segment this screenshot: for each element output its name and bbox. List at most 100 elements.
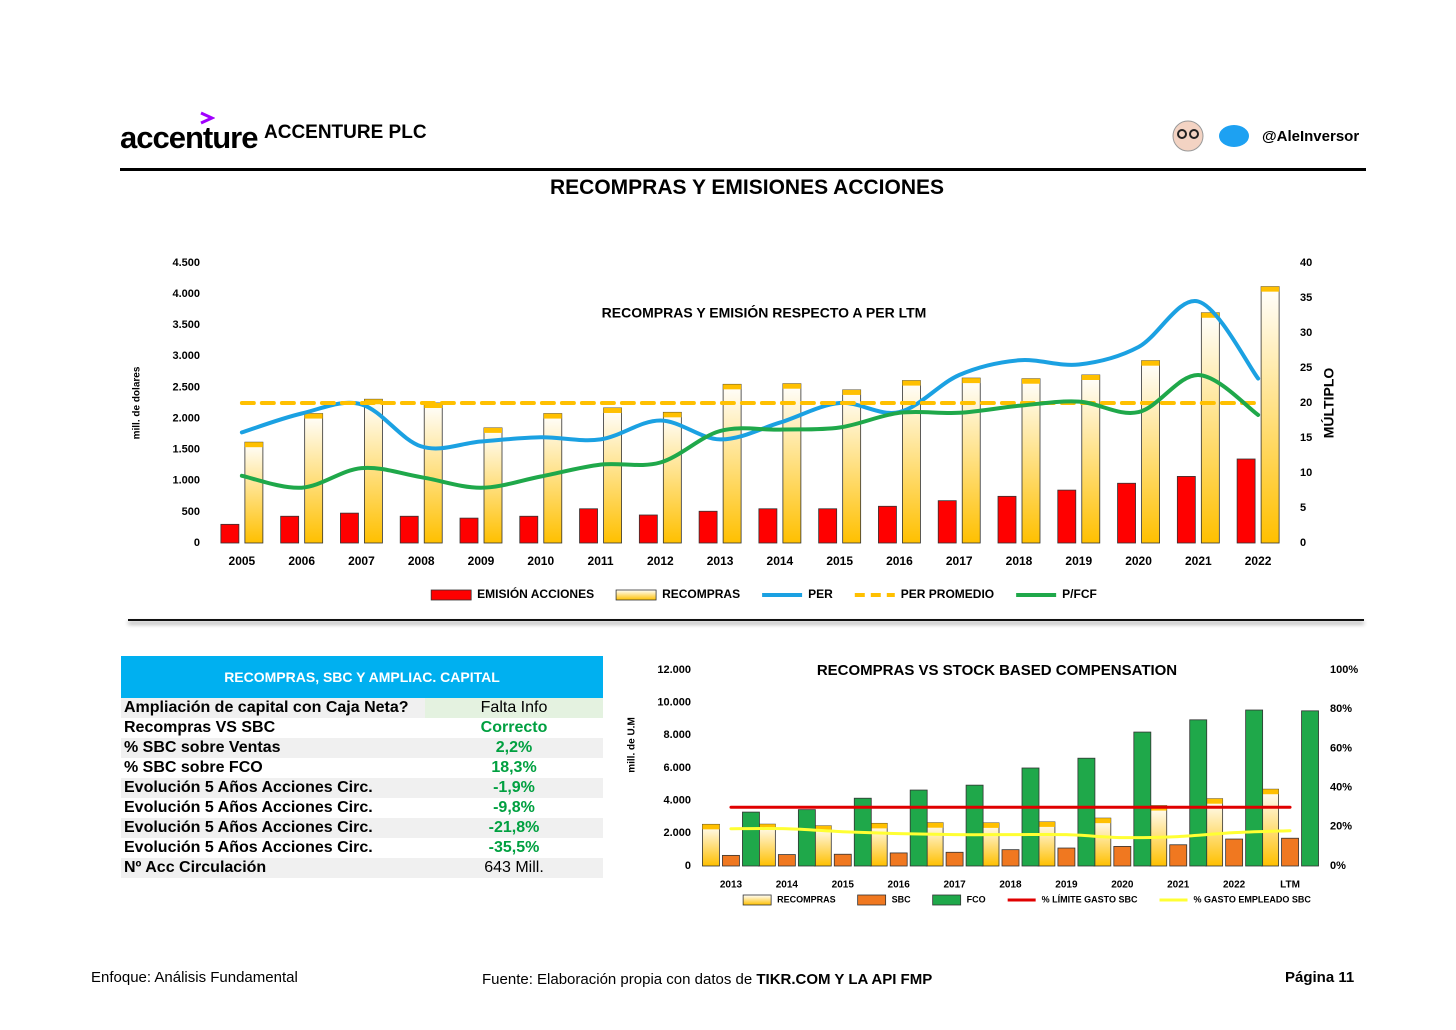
- legend-label: PER PROMEDIO: [901, 587, 994, 601]
- legend-swatch: [742, 894, 772, 906]
- row-label: Evolución 5 Años Acciones Circ.: [124, 799, 373, 816]
- y-tick-label: 0: [685, 860, 691, 872]
- bar: [340, 512, 359, 544]
- bar: [1281, 837, 1299, 867]
- bar: [742, 811, 760, 867]
- bar-cap: [1081, 375, 1100, 380]
- row-value: Correcto: [480, 719, 548, 736]
- bar: [1189, 719, 1208, 867]
- x-tick-label: 2007: [348, 554, 375, 568]
- bar: [758, 508, 778, 544]
- bar-cap: [543, 413, 562, 419]
- table-row: Evolución 5 Años Acciones Circ. -35,5%: [121, 838, 603, 858]
- table-row: Evolución 5 Años Acciones Circ. -9,8%: [121, 798, 603, 818]
- bar-cap: [663, 412, 682, 418]
- bar: [1077, 757, 1096, 867]
- row-label: Evolución 5 Años Acciones Circ.: [124, 839, 373, 856]
- bar-cap: [304, 413, 323, 419]
- y-tick-label: 10.000: [657, 697, 691, 709]
- summary-table: RECOMPRAS, SBC Y AMPLIAC. CAPITAL Ampliac…: [121, 656, 603, 878]
- y2-tick-label: 30: [1300, 327, 1312, 339]
- x-tick-label: 2017: [946, 554, 973, 568]
- bar: [364, 398, 383, 544]
- legend-label: % LÍMITE GASTO SBC: [1042, 894, 1138, 904]
- legend-label: RECOMPRAS: [662, 587, 740, 601]
- y2-tick-label: 60%: [1330, 742, 1352, 754]
- row-value: -9,8%: [493, 799, 535, 816]
- y2-tick-label: 20: [1300, 397, 1312, 409]
- bar: [981, 822, 1000, 867]
- row-value: -1,9%: [425, 778, 603, 798]
- table-row: Evolución 5 Años Acciones Circ. -1,9%: [121, 778, 603, 798]
- handle: @AleInversor: [1262, 128, 1360, 145]
- bar: [702, 823, 720, 867]
- bar: [965, 784, 984, 867]
- bar-cap: [484, 427, 502, 433]
- bar: [519, 515, 539, 544]
- y2-tick-label: 100%: [1330, 664, 1358, 676]
- bar: [1260, 286, 1280, 544]
- bar: [937, 500, 957, 544]
- bar: [1169, 844, 1188, 867]
- x-tick-label: 2014: [767, 554, 794, 568]
- x-tick-label: 2014: [776, 880, 799, 891]
- bar-cap: [1037, 821, 1055, 827]
- y-tick-label: 12.000: [657, 664, 691, 676]
- legend-label: P/FCF: [1062, 587, 1097, 601]
- bar: [638, 514, 658, 544]
- bar: [280, 515, 300, 544]
- row-label: Recompras VS SBC: [124, 719, 276, 736]
- legend-label: SBC: [892, 894, 912, 904]
- bar-cap: [1261, 789, 1279, 795]
- page-title: RECOMPRAS Y EMISIONES ACCIONES: [549, 176, 945, 199]
- y2-tick-label: 15: [1300, 432, 1312, 444]
- row-label: Evolución 5 Años Acciones Circ.: [121, 818, 425, 838]
- y-tick-label: 4.000: [172, 288, 200, 300]
- bar-cap: [782, 383, 801, 389]
- bar: [1200, 312, 1220, 544]
- bar: [579, 508, 598, 544]
- chart-title: RECOMPRAS Y EMISIÓN RESPECTO A PER LTM: [602, 304, 927, 321]
- bar: [777, 854, 796, 867]
- bar: [1057, 847, 1076, 867]
- x-tick-label: 2015: [832, 880, 855, 891]
- x-tick-label: 2019: [1065, 554, 1092, 568]
- page-number: Página 11: [1285, 969, 1355, 986]
- y2-tick-label: 35: [1300, 292, 1312, 304]
- bar-cap: [1201, 312, 1220, 318]
- x-tick-label: 2005: [229, 554, 256, 568]
- x-tick-label: 2018: [999, 880, 1022, 891]
- table-row: % SBC sobre Ventas 2,2%: [121, 738, 603, 758]
- bar: [603, 407, 622, 544]
- x-tick-label: 2017: [943, 880, 966, 891]
- row-value: 643 Mill.: [425, 858, 603, 878]
- company: ACCENTURE PLC: [264, 122, 427, 143]
- bar: [1225, 838, 1244, 867]
- bar-cap: [842, 389, 861, 395]
- x-tick-label: 2022: [1245, 554, 1272, 568]
- x-tick-label: 2008: [408, 554, 435, 568]
- x-tick-label: 2013: [720, 880, 743, 891]
- x-tick-label: 2006: [288, 554, 315, 568]
- chart-main: RECOMPRAS Y EMISIÓN RESPECTO A PER LTM mi…: [132, 257, 1337, 601]
- bar: [1141, 360, 1160, 544]
- source-bold: TIKR.COM Y LA API FMP: [756, 971, 933, 988]
- x-tick-label: 2021: [1185, 554, 1212, 568]
- logo-mark: [200, 111, 215, 125]
- line: [239, 372, 1261, 490]
- bar: [878, 505, 897, 544]
- y-tick-label: 4.500: [172, 257, 200, 269]
- y-tick-label: 500: [182, 506, 200, 518]
- bar: [244, 441, 264, 544]
- x-tick-label: 2016: [886, 554, 913, 568]
- legend-swatch: [857, 894, 887, 906]
- bar: [818, 508, 838, 544]
- y-tick-label: 3.500: [172, 319, 200, 331]
- bar: [945, 851, 964, 867]
- x-tick-label: 2011: [588, 554, 614, 568]
- header-rule: [120, 168, 1366, 171]
- legend-label: % GASTO EMPLEADO SBC: [1194, 894, 1312, 904]
- line: [239, 299, 1261, 451]
- y2-tick-label: 40%: [1330, 782, 1352, 794]
